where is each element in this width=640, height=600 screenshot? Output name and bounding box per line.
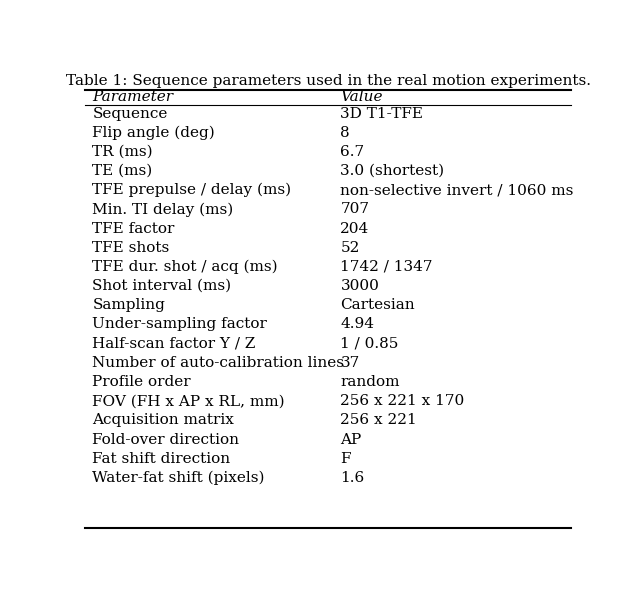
Text: Fat shift direction: Fat shift direction — [92, 452, 230, 466]
Text: 1 / 0.85: 1 / 0.85 — [340, 337, 399, 350]
Text: Water-fat shift (pixels): Water-fat shift (pixels) — [92, 470, 265, 485]
Text: Sequence: Sequence — [92, 107, 168, 121]
Text: AP: AP — [340, 433, 362, 446]
Text: Fold-over direction: Fold-over direction — [92, 433, 239, 446]
Text: 1742 / 1347: 1742 / 1347 — [340, 260, 433, 274]
Text: Sampling: Sampling — [92, 298, 165, 313]
Text: 4.94: 4.94 — [340, 317, 374, 331]
Text: 6.7: 6.7 — [340, 145, 365, 159]
Text: 37: 37 — [340, 356, 360, 370]
Text: 1.6: 1.6 — [340, 471, 365, 485]
Text: Half-scan factor Y / Z: Half-scan factor Y / Z — [92, 337, 256, 350]
Text: 256 x 221 x 170: 256 x 221 x 170 — [340, 394, 465, 408]
Text: Under-sampling factor: Under-sampling factor — [92, 317, 268, 331]
Text: 8: 8 — [340, 126, 350, 140]
Text: Profile order: Profile order — [92, 375, 191, 389]
Text: TFE shots: TFE shots — [92, 241, 170, 255]
Text: TFE dur. shot / acq (ms): TFE dur. shot / acq (ms) — [92, 260, 278, 274]
Text: 52: 52 — [340, 241, 360, 255]
Text: TFE factor: TFE factor — [92, 221, 175, 236]
Text: Table 1: Sequence parameters used in the real motion experiments.: Table 1: Sequence parameters used in the… — [65, 74, 591, 88]
Text: Shot interval (ms): Shot interval (ms) — [92, 279, 232, 293]
Text: 204: 204 — [340, 221, 370, 236]
Text: FOV (FH x AP x RL, mm): FOV (FH x AP x RL, mm) — [92, 394, 285, 408]
Text: TE (ms): TE (ms) — [92, 164, 153, 178]
Text: F: F — [340, 452, 351, 466]
Text: Acquisition matrix: Acquisition matrix — [92, 413, 234, 427]
Text: Parameter: Parameter — [92, 91, 173, 104]
Text: Min. TI delay (ms): Min. TI delay (ms) — [92, 202, 234, 217]
Text: random: random — [340, 375, 400, 389]
Text: 3000: 3000 — [340, 279, 380, 293]
Text: Value: Value — [340, 91, 383, 104]
Text: 256 x 221: 256 x 221 — [340, 413, 417, 427]
Text: TFE prepulse / delay (ms): TFE prepulse / delay (ms) — [92, 183, 292, 197]
Text: TR (ms): TR (ms) — [92, 145, 153, 159]
Text: 707: 707 — [340, 202, 369, 217]
Text: Number of auto-calibration lines: Number of auto-calibration lines — [92, 356, 344, 370]
Text: non-selective invert / 1060 ms: non-selective invert / 1060 ms — [340, 183, 574, 197]
Text: Flip angle (deg): Flip angle (deg) — [92, 125, 215, 140]
Text: 3.0 (shortest): 3.0 (shortest) — [340, 164, 445, 178]
Text: 3D T1-TFE: 3D T1-TFE — [340, 107, 424, 121]
Text: Cartesian: Cartesian — [340, 298, 415, 313]
